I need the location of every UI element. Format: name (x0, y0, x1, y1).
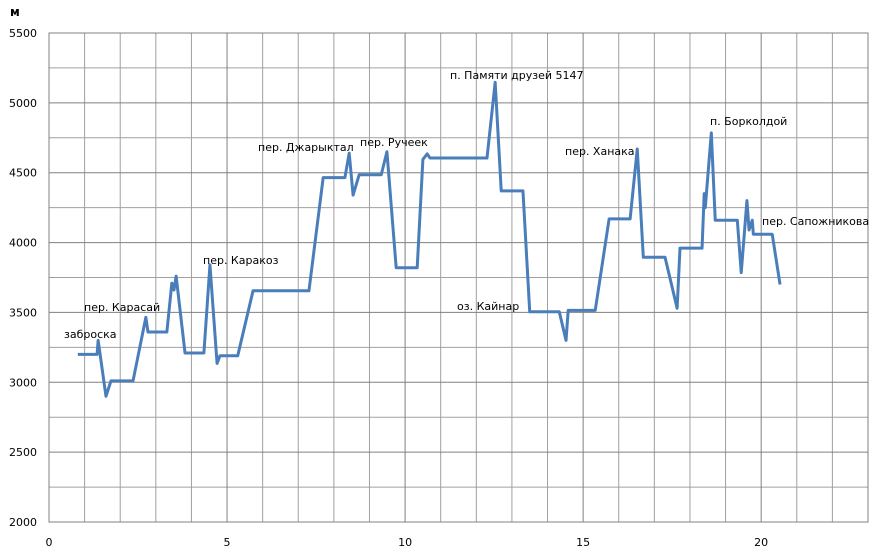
y-tick-label: 5500 (9, 27, 37, 40)
y-tick-label: 3000 (9, 376, 37, 389)
x-tick-label: 10 (398, 536, 412, 549)
x-tick-label: 15 (576, 536, 590, 549)
annotation: пер. Ручеек (360, 136, 428, 149)
annotation: заброска (64, 328, 117, 341)
y-tick-label: 2500 (9, 446, 37, 459)
y-axis-label: м (10, 5, 20, 19)
annotation: пер. Каракоз (203, 254, 279, 267)
annotation: оз. Кайнар (457, 300, 519, 313)
annotation: п. Борколдой (710, 115, 787, 128)
x-tick-label: 0 (46, 536, 53, 549)
annotation: пер. Ханака (565, 145, 635, 158)
annotation: пер. Джарыктал (258, 141, 354, 154)
y-tick-label: 5000 (9, 97, 37, 110)
annotation: пер. Сапожникова (762, 215, 869, 228)
y-tick-label: 2000 (9, 516, 37, 529)
y-tick-label: 4500 (9, 167, 37, 180)
y-tick-label: 4000 (9, 237, 37, 250)
y-tick-label: 3500 (9, 306, 37, 319)
x-tick-label: 5 (224, 536, 231, 549)
annotation: п. Памяти друзей 5147 (450, 69, 584, 82)
elevation-line (77, 80, 782, 398)
x-tick-label: 20 (754, 536, 768, 549)
annotation: пер. Карасай (84, 301, 160, 314)
plot-border (48, 32, 869, 523)
